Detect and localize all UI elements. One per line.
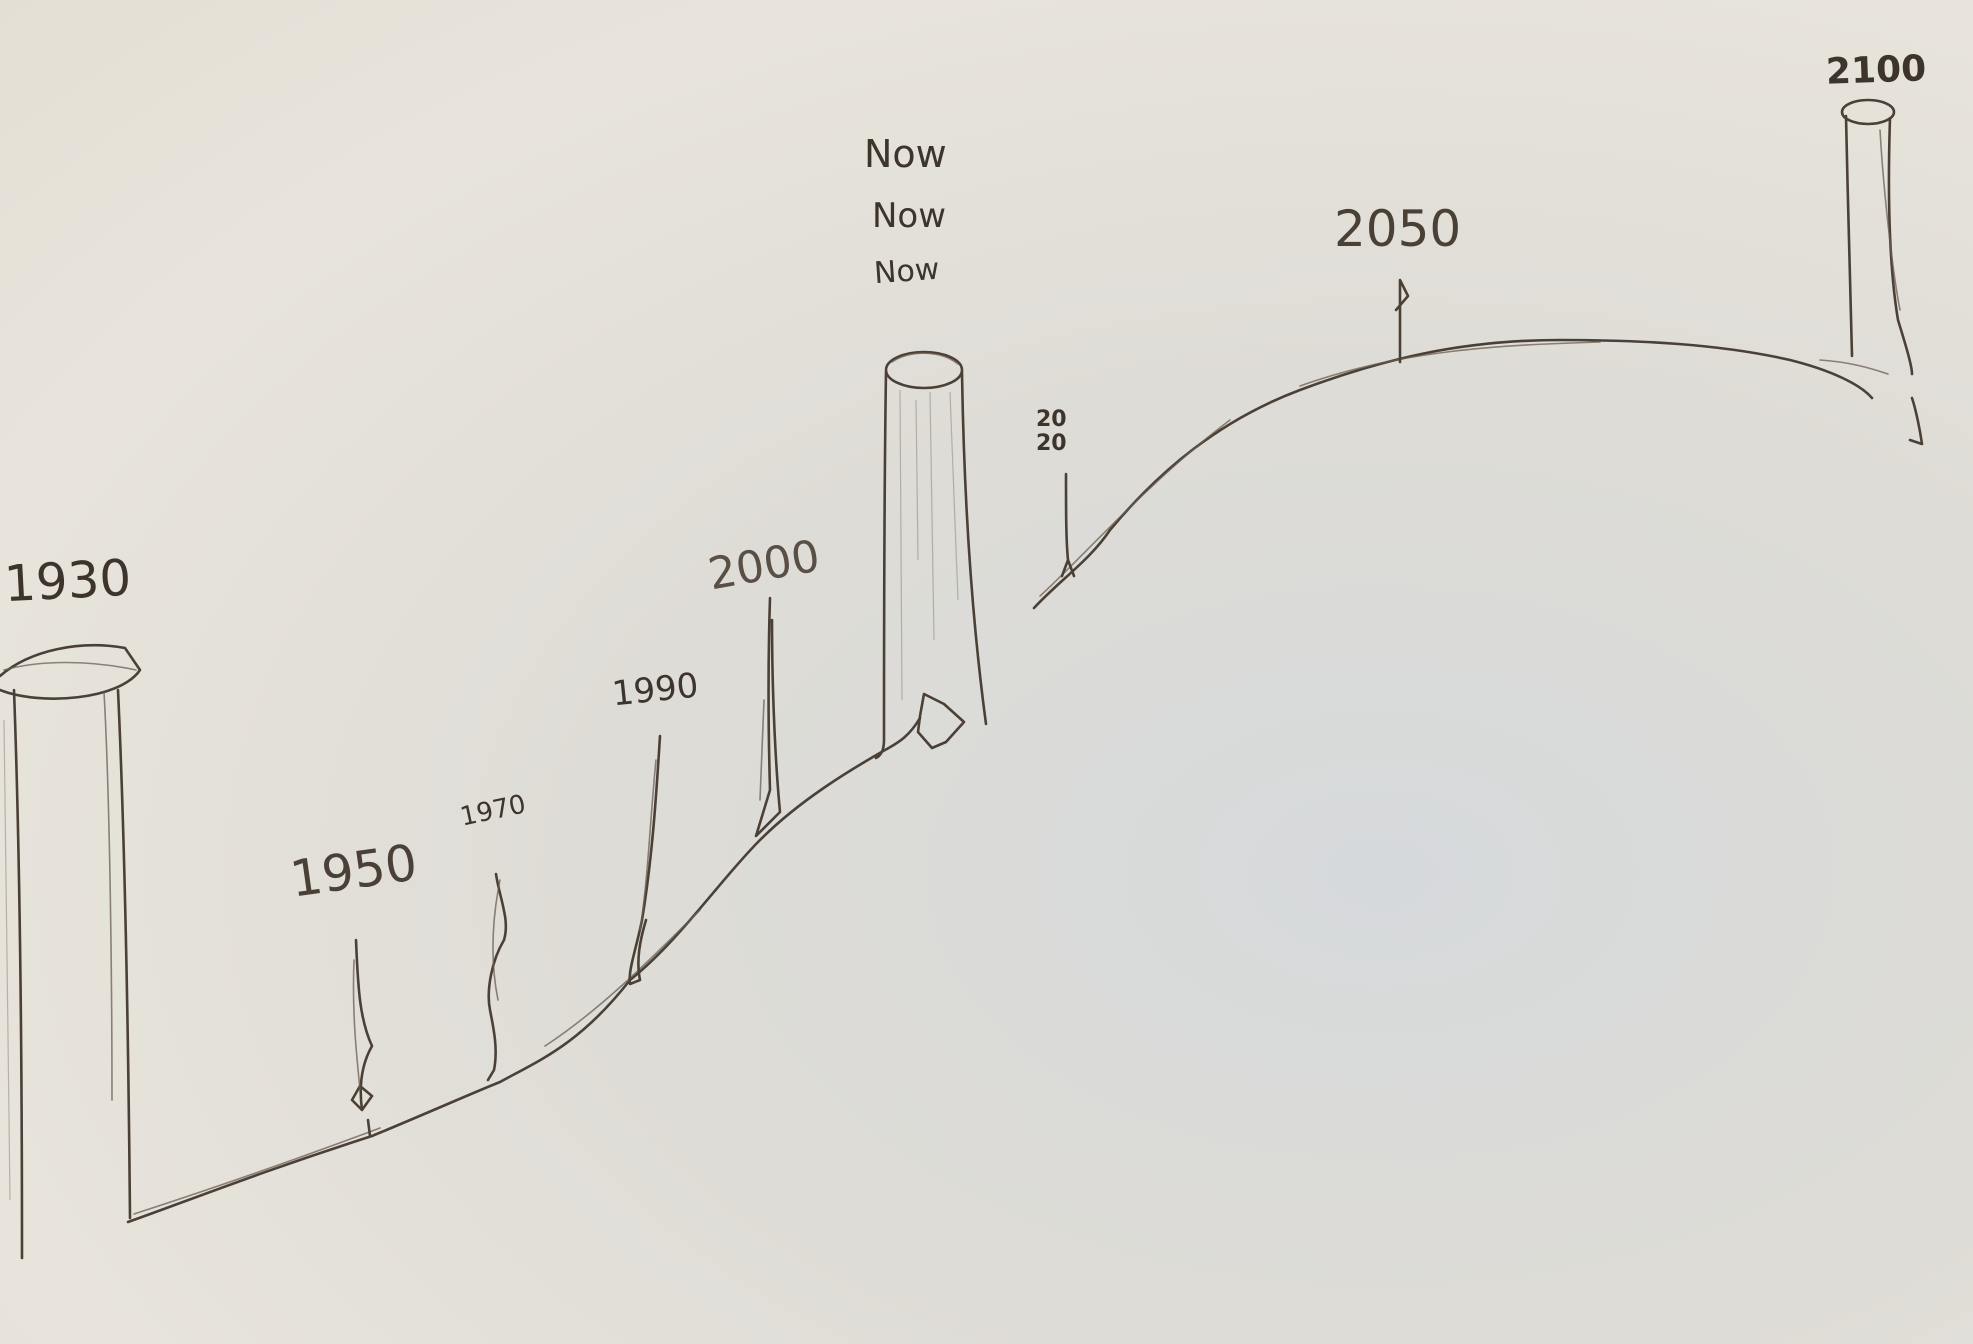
marker-1950 <box>350 938 374 1138</box>
marker-1990 <box>628 734 662 986</box>
label-2020-bottom: 20 <box>1036 431 1067 456</box>
marker-2020 <box>1060 472 1076 578</box>
label-now-1: Now <box>864 132 947 176</box>
pillar-1930 <box>0 644 142 1260</box>
label-now-2: Now <box>872 196 947 236</box>
label-2050: 2050 <box>1334 200 1462 258</box>
label-2020: 20 20 <box>1036 408 1067 456</box>
label-now-3: Now <box>872 251 941 292</box>
timeline-curve <box>126 338 1874 1224</box>
label-1930: 1930 <box>2 548 133 614</box>
label-2100: 2100 <box>1825 48 1927 93</box>
label-2020-top: 20 <box>1036 407 1067 432</box>
marker-1970 <box>486 872 508 1082</box>
pillar-2100 <box>1819 98 1924 446</box>
pillar-now <box>874 350 988 760</box>
marker-2050 <box>1394 278 1410 364</box>
marker-2000 <box>754 596 782 838</box>
